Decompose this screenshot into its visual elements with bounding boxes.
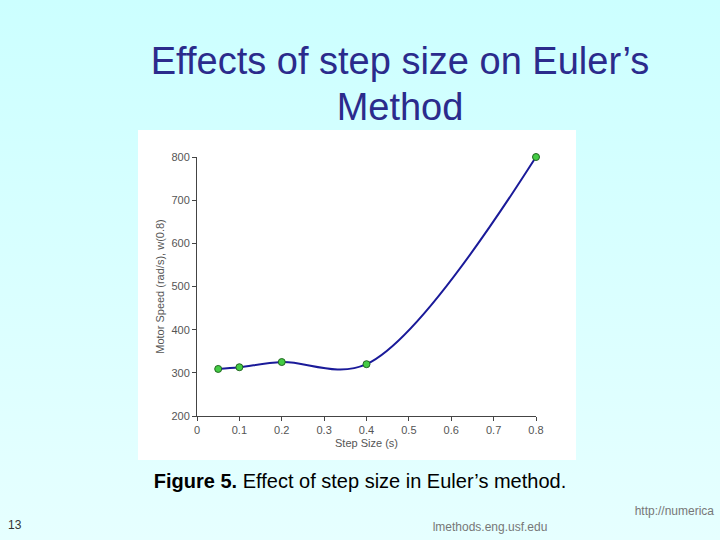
svg-text:0.1: 0.1: [232, 424, 247, 436]
svg-text:Motor Speed (rad/s), w(0.8): Motor Speed (rad/s), w(0.8): [154, 219, 166, 354]
html-text:Effects of step size on Euler’: Effects of step size on Euler’s Method: [150, 40, 650, 128]
svg-text:800: 800: [171, 151, 189, 163]
html-text:Figure 5. Effect of step size: Figure 5. Effect of step size in Euler’s…: [153, 470, 567, 492]
svg-text:0.7: 0.7: [486, 424, 501, 436]
svg-text:0.5: 0.5: [401, 424, 416, 436]
svg-text:0.6: 0.6: [444, 424, 459, 436]
svg-text:300: 300: [171, 367, 189, 379]
svg-text:600: 600: [171, 237, 189, 249]
svg-text:700: 700: [171, 194, 189, 206]
svg-text:0: 0: [194, 424, 200, 436]
svg-text:0.8: 0.8: [528, 424, 543, 436]
svg-text:Step Size (s): Step Size (s): [335, 437, 398, 449]
svg-text:0.2: 0.2: [274, 424, 289, 436]
html-text:13: 13: [8, 518, 22, 532]
svg-text:200: 200: [171, 410, 189, 422]
svg-text:0.4: 0.4: [359, 424, 374, 436]
svg-text:400: 400: [171, 324, 189, 336]
html-text:lmethods.eng.usf.edu: lmethods.eng.usf.edu: [432, 520, 548, 534]
svg-text:500: 500: [171, 280, 189, 292]
html-text:http://numerica: http://numerica: [634, 504, 714, 518]
svg-text:0.3: 0.3: [316, 424, 331, 436]
